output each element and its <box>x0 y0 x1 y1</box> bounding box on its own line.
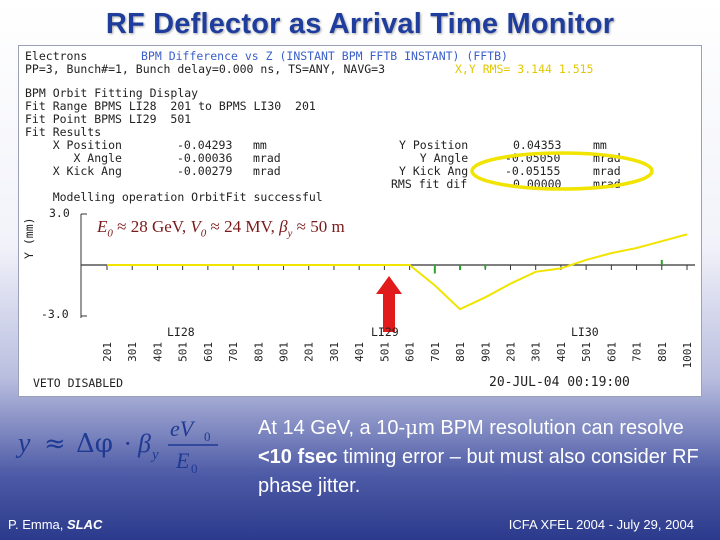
footer-author: P. Emma, SLAC <box>8 517 103 532</box>
bpm-tick-label: 801 <box>656 342 669 362</box>
formula-approx: ≈ <box>44 429 66 459</box>
formula-delta-phi: Δφ <box>76 429 113 459</box>
slide-title: RF Deflector as Arrival Time Monitor <box>105 8 615 40</box>
bpm-display-screen: Electrons BPM Difference vs Z (INSTANT B… <box>18 45 702 397</box>
bpm-tick-label: 301 <box>126 342 139 362</box>
formula-beta-sub: y <box>150 447 159 463</box>
red-arrow <box>376 276 402 332</box>
fit-header-3: Fit Point BPMS LI29 501 <box>25 112 192 126</box>
fit-x-position-label: X Position <box>25 138 122 152</box>
particle-type: Electrons <box>25 49 88 63</box>
formula-denominator-sub: 0 <box>191 461 198 474</box>
fit-y-position-unit: mm <box>593 138 607 152</box>
formula-dot: · <box>124 430 132 458</box>
rms-readout: X,Y RMS= 3.144 1.515 <box>455 62 594 76</box>
fit-x-kick-unit: mrad <box>253 164 281 178</box>
formula-numerator: eV <box>170 416 196 441</box>
bpm-tick-label: 301 <box>530 342 543 362</box>
y-axis-bottom-label: -3.0 <box>41 307 69 321</box>
veto-status: VETO DISABLED <box>33 376 124 390</box>
acquisition-params: PP=3, Bunch#=1, Bunch delay=0.000 ns, TS… <box>25 62 386 76</box>
fit-y-position-value: 0.04353 <box>513 138 562 152</box>
sector-label-li28: LI28 <box>167 325 195 339</box>
body-text: At 14 GeV, a 10-μm BPM resolution can re… <box>258 415 699 497</box>
bpm-tick-label: 501 <box>378 342 391 362</box>
fit-header-4: Fit Results <box>25 125 102 139</box>
fit-x-position-value: -0.04293 <box>177 138 233 152</box>
fit-x-angle-unit: mrad <box>253 151 281 165</box>
bpm-tick-label: 801 <box>252 342 265 362</box>
bpm-tick-label: 201 <box>303 342 316 362</box>
bpm-tick-label: 501 <box>580 342 593 362</box>
bpm-tick-label: 901 <box>278 342 291 362</box>
formula-svg: y ≈ Δφ · β y eV 0 E 0 <box>15 416 218 476</box>
bpm-tick-label: 201 <box>504 342 517 362</box>
timing-formula: y ≈ Δφ · β y eV 0 E 0 <box>14 412 234 476</box>
bpm-tick-label: 501 <box>177 342 190 362</box>
bpm-tick-label: 401 <box>151 342 164 362</box>
bpm-tick-label: 401 <box>555 342 568 362</box>
fit-header-1: BPM Orbit Fitting Display <box>25 86 199 100</box>
bpm-tick-label: 901 <box>479 342 492 362</box>
bpm-tick-label: 301 <box>328 342 341 362</box>
plot-title: BPM Difference vs Z (INSTANT BPM FFTB IN… <box>141 49 508 63</box>
fit-header-2: Fit Range BPMS LI28 201 to BPMS LI30 201 <box>25 99 316 113</box>
bpm-tick-label: 201 <box>101 342 114 362</box>
fit-y-kick-label: Y Kick Ang <box>399 164 469 178</box>
fit-y-kick-unit: mrad <box>593 164 621 178</box>
bpm-tick-label: 701 <box>631 342 644 362</box>
formula-numerator-sub: 0 <box>204 429 211 444</box>
timestamp: 20-JUL-04 00:19:00 <box>489 375 630 390</box>
fit-x-kick-label: X Kick Ang <box>25 164 122 178</box>
fit-orbit-line <box>107 233 688 311</box>
fit-y-position-label: Y Position <box>399 138 469 152</box>
bpm-tick-label: 601 <box>202 342 215 362</box>
formula-lhs: y <box>15 428 31 459</box>
bpm-tick-label: 701 <box>429 342 442 362</box>
fit-y-kick-value: -0.05155 <box>505 164 561 178</box>
formula-denominator: E <box>175 448 190 473</box>
orbit-plot: 201 301 401 501 601 701 801 901 201 301 401 501 601 7… <box>80 213 695 369</box>
fit-x-kick-value: -0.00279 <box>177 164 233 178</box>
fit-y-angle-label: Y Angle <box>399 151 469 165</box>
y-axis-title: Y (mm) <box>22 217 36 259</box>
bpm-tick-label: 601 <box>404 342 417 362</box>
fit-x-angle-label: X Angle <box>25 151 122 165</box>
sector-label-li30: LI30 <box>571 325 599 339</box>
fit-x-angle-value: -0.00036 <box>177 151 233 165</box>
bpm-tick-label: 601 <box>605 342 618 362</box>
formula-beta: β <box>137 429 151 458</box>
sector-label-li29: LI29 <box>371 325 399 339</box>
fit-x-position-unit: mm <box>253 138 267 152</box>
bpm-tick-label: 1001 <box>681 342 694 369</box>
fit-rms-label: RMS fit dif <box>391 177 468 191</box>
y-axis-top-label: 3.0 <box>49 206 70 220</box>
bpm-tick-label: 801 <box>454 342 467 362</box>
bpm-tick-label: 401 <box>353 342 366 362</box>
plot-parameter-label: E0 ≈ 28 GeV, V0 ≈ 24 MV, βy ≈ 50 m <box>97 217 345 240</box>
bpm-tick-label: 701 <box>227 342 240 362</box>
footer-event: ICFA XFEL 2004 - July 29, 2004 <box>508 517 694 532</box>
kick-highlight-ellipse <box>470 151 654 191</box>
fit-status: Modelling operation OrbitFit successful <box>25 190 323 204</box>
